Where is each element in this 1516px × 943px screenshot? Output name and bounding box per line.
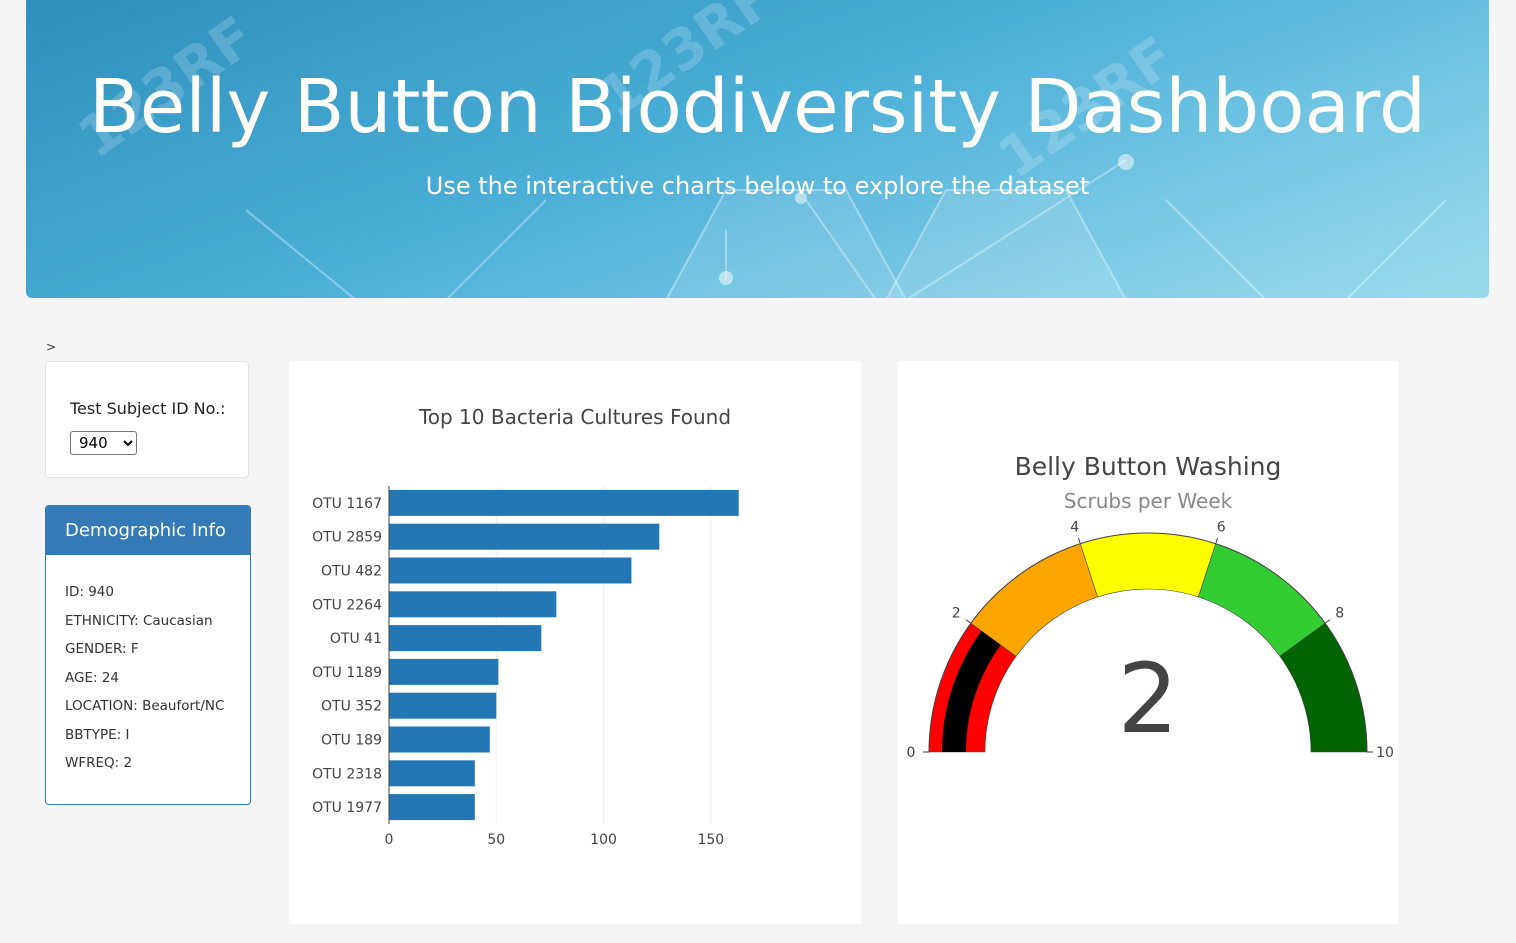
demographic-item: GENDER: F [65,641,139,657]
bar-otu-2859 [389,523,660,550]
y-tick-label: OTU 482 [321,564,382,580]
gauge-outline [928,532,1368,753]
x-tick-label: 150 [697,832,724,848]
page-subtitle: Use the interactive charts below to expl… [425,172,1090,200]
y-tick-label: OTU 41 [330,631,382,647]
y-tick-label: OTU 1977 [312,800,382,816]
y-tick-label: OTU 189 [321,733,382,749]
demographic-info-list: ID: 940 ETHNICITY: Caucasian GENDER: F A… [46,555,250,781]
demographic-item: WFREQ: 2 [65,755,133,771]
bar-otu-41 [389,625,542,652]
gauge-tick-label: 8 [1335,606,1344,622]
bar-otu-1189 [389,658,499,685]
gauge-tick-label: 0 [907,745,916,761]
gauge-tick-label: 10 [1376,745,1394,761]
gauge-chart-card: Belly Button Washing Scrubs per Week 0 2 4 6 8… [898,361,1398,924]
gauge-tick [1215,537,1219,544]
gauge-tick-label: 2 [952,606,961,622]
gauge-value: 2 [1117,643,1178,755]
bar-otu-482 [389,557,632,584]
gauge-tick [1077,537,1081,544]
subject-id-dropdown[interactable]: 940 [70,431,137,455]
demographic-item: LOCATION: Beaufort/NC [65,698,225,714]
bar-otu-1167 [389,489,739,516]
gauge-tick [1324,619,1331,624]
y-tick-label: OTU 352 [321,699,382,715]
bar-otu-1977 [389,794,475,821]
gauge-step [1079,532,1217,598]
gauge-tick [965,619,972,624]
demographic-item: ETHNICITY: Caucasian [65,612,213,629]
bar-otu-189 [389,726,490,753]
gauge-tick-label: 4 [1070,520,1079,536]
bar-chart-card: Top 10 Bacteria Cultures Found 0 50 100 150 O… [289,361,861,924]
bar-chart: Top 10 Bacteria Cultures Found 0 50 100 150 O… [312,405,739,848]
gauge-tick-label: 6 [1217,520,1226,536]
gauge-value-bar [942,630,1001,752]
bar-otu-2318 [389,760,475,787]
y-tick-label: OTU 2859 [312,530,382,546]
gauge-chart: Belly Button Washing Scrubs per Week 0 2 4 6 8… [907,452,1394,761]
y-tick-label: OTU 2318 [312,766,382,782]
x-tick-label: 0 [385,832,394,848]
x-tick-label: 100 [590,832,617,848]
banner-background-graphic: 123RF 123RF 123RF [67,0,1447,298]
gauge-title: Belly Button Washing [1015,452,1282,481]
stray-text: > [46,340,57,354]
demographic-item: BBTYPE: I [65,726,130,743]
demographic-item: AGE: 24 [65,669,120,686]
y-tick-label: OTU 1189 [312,665,382,681]
bar-otu-352 [389,692,497,719]
subject-selector-well: Test Subject ID No.: 940 [45,361,249,478]
bar-chart-title: Top 10 Bacteria Cultures Found [418,405,731,429]
demographic-info-panel: Demographic Info ID: 940 ETHNICITY: Cauc… [45,505,251,805]
x-tick-label: 50 [487,832,505,848]
y-tick-label: OTU 1167 [312,496,382,512]
demographic-item: ID: 940 [65,584,114,600]
page-title: Belly Button Biodiversity Dashboard [89,64,1426,150]
demographic-info-heading: Demographic Info [46,506,250,555]
gauge-subtitle: Scrubs per Week [1064,489,1233,513]
y-tick-label: OTU 2264 [312,597,382,613]
bar-otu-2264 [389,591,557,618]
header-banner: 123RF 123RF 123RF Belly Button Biodivers… [26,0,1489,298]
subject-selector-label: Test Subject ID No.: [70,399,226,418]
